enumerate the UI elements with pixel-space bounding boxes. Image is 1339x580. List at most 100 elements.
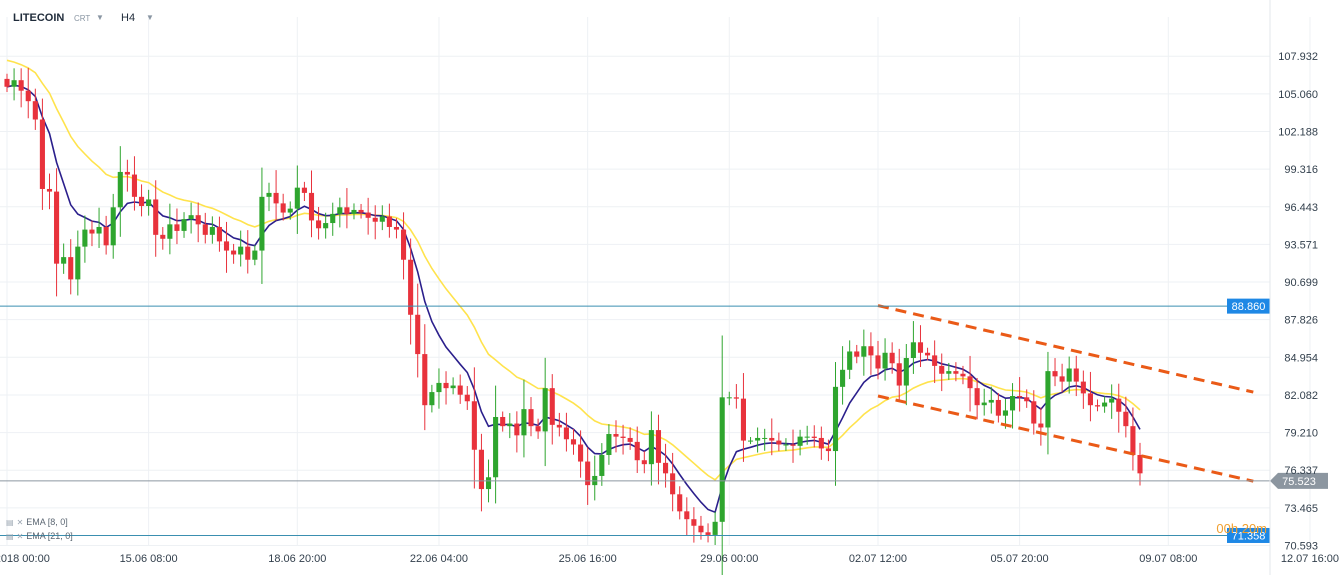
candle-body <box>825 448 831 452</box>
y-tick-label: 99.316 <box>1284 164 1318 176</box>
ema-slow-line <box>6 59 1141 481</box>
candle-body <box>188 215 194 220</box>
candle-body <box>245 246 251 260</box>
y-tick-label: 76.337 <box>1284 465 1318 477</box>
candle-body <box>216 226 222 242</box>
candle-body <box>620 436 626 438</box>
settings-icon[interactable]: ▤ <box>6 531 14 541</box>
channel-lower-line <box>877 394 1254 483</box>
candle-body <box>698 525 704 533</box>
candle-body <box>344 207 350 214</box>
candle-body <box>932 355 938 366</box>
candle-body <box>1052 371 1058 377</box>
candle-body <box>18 80 24 91</box>
settings-icon[interactable]: ▤ <box>6 517 14 527</box>
close-icon[interactable]: ✕ <box>16 531 24 541</box>
candle-body <box>946 371 952 374</box>
candle-body <box>46 188 53 192</box>
grid <box>0 17 1311 546</box>
y-tick-label: 79.210 <box>1284 428 1318 440</box>
chevron-down-icon[interactable]: ▼ <box>96 13 104 22</box>
candle-body <box>138 196 145 207</box>
candle-body <box>1024 397 1030 402</box>
candle-body <box>372 217 378 222</box>
candle-body <box>570 439 577 445</box>
y-tick-label: 84.954 <box>1284 352 1318 364</box>
candle-body <box>875 355 881 369</box>
symbol-name[interactable]: LITECOIN <box>13 12 65 24</box>
price-level-label: 71.358 <box>1232 530 1266 542</box>
candle-body <box>337 207 343 214</box>
chart-type-selector[interactable]: CRT <box>74 14 91 23</box>
candle-body <box>195 215 201 225</box>
candle-body <box>967 376 973 389</box>
x-tick-label: 12.06.2018 00:00 <box>0 553 50 565</box>
timeframe-selector[interactable]: H4 <box>121 12 136 24</box>
candle-body <box>464 394 470 402</box>
candle-body <box>769 437 775 441</box>
candle-body <box>493 416 499 478</box>
candle-body <box>1059 376 1065 382</box>
candle-body <box>953 371 959 374</box>
candle-body <box>712 521 718 535</box>
candle-body <box>677 494 683 512</box>
candle-body <box>974 388 980 406</box>
candle-body <box>627 437 633 442</box>
candle-body <box>684 511 690 520</box>
candle-body <box>316 220 322 229</box>
candle-body <box>351 209 357 214</box>
candle-body <box>663 462 669 474</box>
price-level-label: 75.523 <box>1282 476 1316 488</box>
candle-body <box>783 444 789 446</box>
candle-body <box>1031 401 1037 424</box>
candle-body <box>733 397 739 399</box>
candle-body <box>1009 396 1016 411</box>
candle-body <box>563 427 569 440</box>
candle-body <box>1087 393 1093 406</box>
candle-body <box>478 449 484 490</box>
candle-body <box>655 430 662 463</box>
candle-body <box>415 314 421 355</box>
close-icon[interactable]: ✕ <box>16 517 24 527</box>
y-tick-label: 70.593 <box>1284 541 1318 553</box>
y-tick-label: 93.571 <box>1284 239 1318 251</box>
x-tick-label: 15.06 08:00 <box>120 553 178 565</box>
candle-body <box>146 199 152 207</box>
candle-body <box>174 224 180 231</box>
trend-channel[interactable] <box>877 304 1254 483</box>
price-levels[interactable]: 88.860 75.523 71.358 <box>0 298 1328 543</box>
candle-body <box>117 171 123 208</box>
candle-body <box>32 101 38 120</box>
candle-body <box>939 365 945 374</box>
candle-body <box>457 385 463 395</box>
candle-body <box>485 477 492 490</box>
price-level-tag <box>1227 298 1270 314</box>
candle-body <box>1123 411 1129 427</box>
x-tick-label: 05.07 20:00 <box>991 553 1049 565</box>
indicator-legend-ema-slow[interactable]: ▤ ✕ EMA [21, 0] <box>6 531 73 541</box>
candle-body <box>903 358 909 386</box>
candle-body <box>167 224 173 239</box>
candle-body <box>181 219 187 231</box>
indicator-legend-ema-fast[interactable]: ▤ ✕ EMA [8, 0] <box>6 517 68 527</box>
candle-body <box>110 207 116 246</box>
y-tick-label: 102.188 <box>1278 126 1318 138</box>
candle-body <box>11 80 17 87</box>
candle-body <box>82 229 88 247</box>
candle-body <box>776 440 782 445</box>
candle-body <box>1017 396 1023 398</box>
candle-body <box>585 461 591 486</box>
candle-body <box>832 386 839 452</box>
candle-body <box>910 342 916 359</box>
candle-body <box>797 436 803 446</box>
candle-body <box>401 229 407 260</box>
candle-body <box>330 213 336 224</box>
chevron-down-icon[interactable]: ▼ <box>146 13 154 22</box>
candle-body <box>960 373 966 377</box>
candle-body <box>379 216 385 222</box>
candle-body <box>1094 405 1101 407</box>
candle-body <box>1080 381 1086 394</box>
candle-body <box>124 171 130 175</box>
